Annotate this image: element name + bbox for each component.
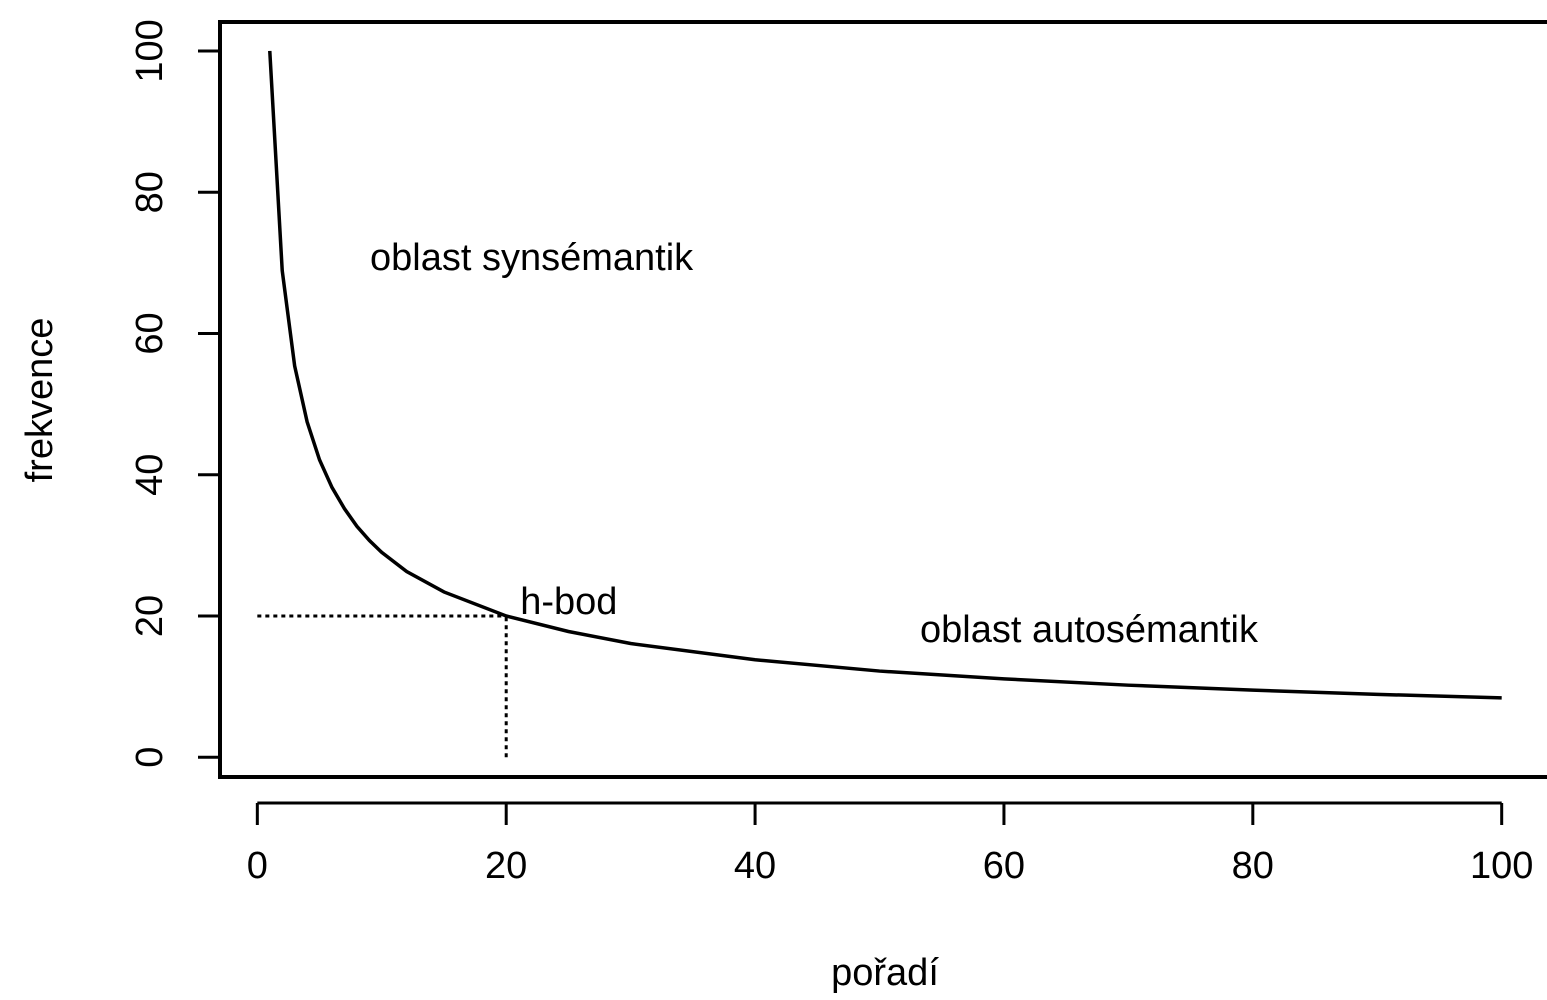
y-tick-label: 0 <box>129 747 171 768</box>
x-tick-label: 80 <box>1232 845 1274 887</box>
plot-frame <box>218 20 1547 779</box>
x-tick-label: 40 <box>734 845 776 887</box>
x-tick-label: 0 <box>247 845 268 887</box>
y-tick-label: 60 <box>129 312 171 354</box>
x-tick-label: 60 <box>983 845 1025 887</box>
annotation: oblast autosémantik <box>920 609 1259 651</box>
y-tick-label: 80 <box>129 171 171 213</box>
x-tick-label: 20 <box>485 845 527 887</box>
y-tick-label: 40 <box>129 454 171 496</box>
y-tick-label: 100 <box>129 19 171 82</box>
line <box>268 50 1502 700</box>
y-tick-label: 20 <box>129 595 171 637</box>
y-axis-label: frekvence <box>19 318 61 483</box>
h-point-label: h-bod <box>520 581 617 623</box>
x-axis-label: pořadí <box>831 952 939 994</box>
annotation: oblast synsémantik <box>370 237 694 279</box>
x-tick-label: 100 <box>1470 845 1533 887</box>
